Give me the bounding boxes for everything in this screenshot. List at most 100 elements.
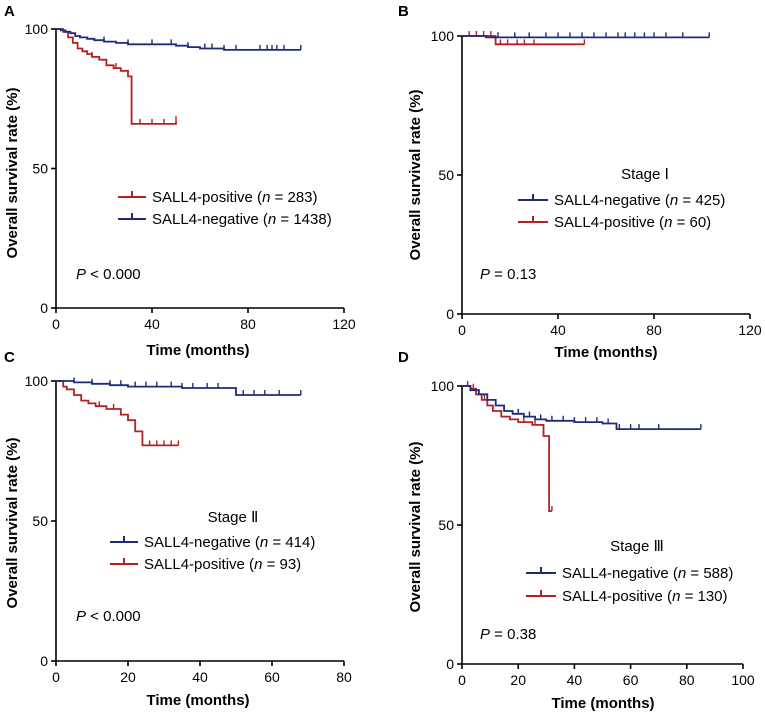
survival-curve-neg [462,35,710,39]
x-axis-title: Time (months) [554,344,657,361]
panel-letter: A [4,3,15,20]
legend-entry-1: SALL4-positive (n = 60) [554,214,711,231]
p-value-text: < 0.000 [86,608,141,625]
legend-n: n [262,189,270,206]
y-tick-label: 0 [40,300,48,316]
stage-label: Stage Ⅲ [610,538,664,555]
legend-entry-0: SALL4-positive (n = 283) [152,189,318,206]
x-axis-title: Time (months) [551,695,654,712]
y-tick-label: 50 [32,161,48,177]
p-value-text: = 0.38 [490,626,536,643]
survival-curve-neg [462,385,701,430]
legend-n-value: = 130) [680,588,727,605]
p-symbol: P [480,626,490,643]
legend-n-value: = 588) [686,565,733,582]
y-tick-label: 50 [438,517,454,533]
x-tick-label: 40 [144,316,160,332]
y-tick-label: 50 [32,513,48,529]
panel-letter: D [398,349,409,366]
panel-letter: B [398,3,409,20]
x-axis-title: Time (months) [146,692,249,709]
panel-a: A Overall survival rate (%) Time (months… [4,3,356,359]
p-value-text: = 0.13 [490,266,536,283]
stage-label: Stage Ⅱ [208,509,259,526]
survival-curve-neg [56,380,301,396]
x-tick-label: 40 [567,672,583,688]
legend-n-value: = 93) [262,556,301,573]
x-tick-label: 120 [738,322,762,338]
survival-curve-neg [56,28,301,51]
y-tick-label: 100 [431,28,455,44]
y-tick-label: 0 [446,656,454,672]
x-axis-title: Time (months) [146,342,249,359]
legend-n-value: = 60) [672,214,711,231]
legend-name: SALL4-negative ( [554,192,670,209]
x-tick-label: 0 [52,669,60,685]
survival-curve-pos [462,385,552,512]
legend-name: SALL4-positive ( [144,556,254,573]
x-tick-label: 0 [458,672,466,688]
x-tick-label: 40 [550,322,566,338]
x-tick-label: 100 [731,672,755,688]
p-value: P < 0.000 [76,266,141,283]
y-tick-label: 100 [25,21,49,37]
legend-n-value: = 414) [268,534,315,551]
x-tick-label: 80 [679,672,695,688]
y-axis-title: Overall survival rate (%) [4,88,21,259]
y-tick-label: 100 [25,373,49,389]
x-tick-label: 40 [192,669,208,685]
y-tick-label: 50 [438,167,454,183]
legend-entry-0: SALL4-negative (n = 414) [144,534,315,551]
p-symbol: P [76,608,86,625]
y-axis-title: Overall survival rate (%) [407,90,424,261]
p-value: P = 0.38 [480,626,536,643]
legend-name: SALL4-positive ( [554,214,664,231]
panel-c: C Overall survival rate (%) Time (months… [4,349,352,709]
legend-n: n [254,556,262,573]
p-value: P < 0.000 [76,608,141,625]
legend-name: SALL4-negative ( [562,565,678,582]
survival-curve-pos [56,28,177,125]
legend-n: n [670,192,678,209]
legend-entry-1: SALL4-positive (n = 93) [144,556,301,573]
y-tick-label: 100 [431,378,455,394]
p-value-text: < 0.000 [86,266,141,283]
p-symbol: P [480,266,490,283]
y-tick-label: 0 [40,653,48,669]
x-tick-label: 60 [623,672,639,688]
legend-n: n [260,534,268,551]
x-tick-label: 80 [240,316,256,332]
legend-name: SALL4-negative ( [144,534,260,551]
y-axis-title: Overall survival rate (%) [4,438,21,609]
legend-n: n [678,565,686,582]
legend-n-value: = 1438) [276,211,331,228]
x-tick-label: 80 [336,669,352,685]
p-symbol: P [76,266,86,283]
y-tick-label: 0 [446,306,454,322]
panel-d: D Overall survival rate (%) Time (months… [398,349,755,712]
legend-name: SALL4-negative ( [152,211,268,228]
x-tick-label: 60 [264,669,280,685]
legend-name: SALL4-positive ( [152,189,262,206]
survival-curve-pos [462,35,585,46]
legend-entry-1: SALL4-positive (n = 130) [562,588,728,605]
x-tick-label: 120 [332,316,356,332]
x-tick-label: 0 [458,322,466,338]
stage-label: Stage Ⅰ [621,166,669,183]
panel-b: B Overall survival rate (%) Time (months… [398,3,762,361]
x-tick-label: 20 [510,672,526,688]
x-tick-label: 0 [52,316,60,332]
legend-entry-1: SALL4-negative (n = 1438) [152,211,332,228]
legend-n: n [268,211,276,228]
legend-n-value: = 283) [270,189,317,206]
panel-letter: C [4,349,15,366]
p-value: P = 0.13 [480,266,536,283]
y-axis-title: Overall survival rate (%) [407,442,424,613]
legend-n: n [664,214,672,231]
legend-n: n [672,588,680,605]
legend-n-value: = 425) [678,192,725,209]
legend-name: SALL4-positive ( [562,588,672,605]
x-tick-label: 20 [120,669,136,685]
survival-curve-pos [56,380,179,447]
